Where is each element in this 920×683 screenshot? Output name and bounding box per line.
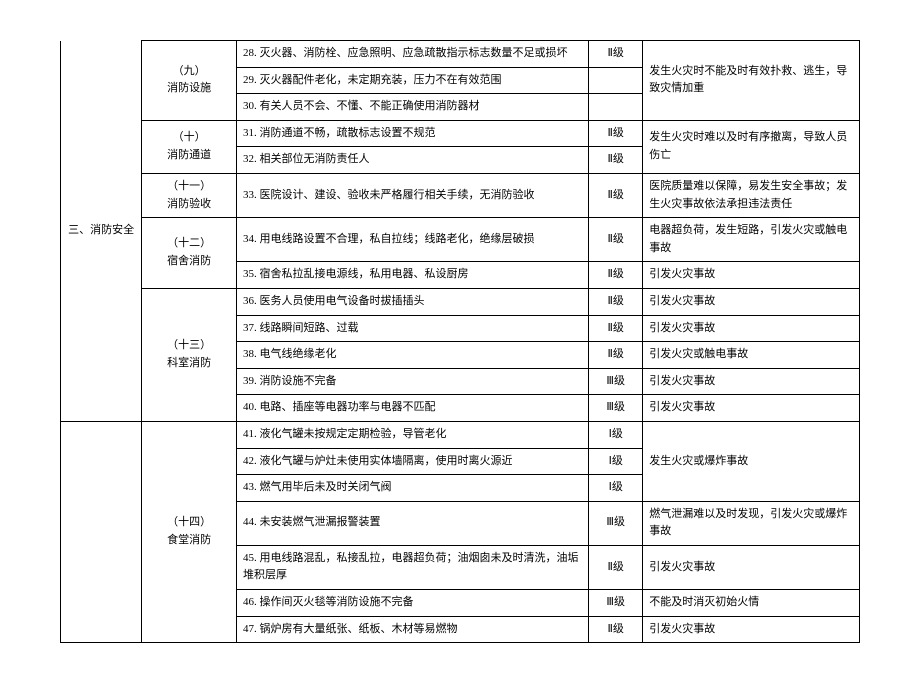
level-cell: Ⅱ级 (589, 288, 643, 315)
level-cell: Ⅱ级 (589, 545, 643, 589)
level-cell: Ⅲ级 (589, 395, 643, 422)
level-cell: Ⅰ级 (589, 475, 643, 502)
group-cell: （十一） 消防验收 (142, 173, 237, 217)
level-cell: Ⅱ级 (589, 147, 643, 174)
level-cell: Ⅲ级 (589, 368, 643, 395)
item-cell: 45. 用电线路混乱，私接乱拉，电器超负荷；油烟囱未及时清洗，油垢堆积层厚 (237, 545, 589, 589)
item-cell: 30. 有关人员不会、不懂、不能正确使用消防器材 (237, 94, 589, 121)
item-cell: 38. 电气线绝缘老化 (237, 342, 589, 369)
level-cell: Ⅱ级 (589, 173, 643, 217)
level-cell: Ⅱ级 (589, 120, 643, 147)
item-cell: 29. 灭火器配件老化，未定期充装，压力不在有效范围 (237, 67, 589, 94)
item-cell: 33. 医院设计、建设、验收未严格履行相关手续，无消防验收 (237, 173, 589, 217)
level-cell: Ⅱ级 (589, 262, 643, 289)
item-cell: 46. 操作间灭火毯等消防设施不完备 (237, 590, 589, 617)
consequence-cell: 发生火灾或爆炸事故 (643, 421, 860, 501)
item-cell: 35. 宿舍私拉乱接电源线，私用电器、私设厨房 (237, 262, 589, 289)
consequence-cell: 引发火灾事故 (643, 545, 860, 589)
item-cell: 34. 用电线路设置不合理，私自拉线；线路老化，绝缘层破损 (237, 218, 589, 262)
item-cell: 44. 未安装燃气泄漏报警装置 (237, 501, 589, 545)
risk-table: 三、消防安全（九） 消防设施28. 灭火器、消防栓、应急照明、应急疏散指示标志数… (60, 40, 860, 643)
item-cell: 31. 消防通道不畅，疏散标志设置不规范 (237, 120, 589, 147)
category-cell (61, 421, 142, 642)
level-cell: Ⅱ级 (589, 315, 643, 342)
item-cell: 43. 燃气用毕后未及时关闭气阀 (237, 475, 589, 502)
group-cell: （十） 消防通道 (142, 120, 237, 173)
level-cell: Ⅱ级 (589, 41, 643, 68)
item-cell: 40. 电路、插座等电器功率与电器不匹配 (237, 395, 589, 422)
level-cell: Ⅱ级 (589, 218, 643, 262)
level-cell: Ⅲ级 (589, 590, 643, 617)
consequence-cell: 引发火灾事故 (643, 368, 860, 395)
group-cell: （十二） 宿舍消防 (142, 218, 237, 289)
group-cell: （十四） 食堂消防 (142, 421, 237, 642)
consequence-cell: 发生火灾时不能及时有效扑救、逃生，导致灾情加重 (643, 41, 860, 121)
item-cell: 39. 消防设施不完备 (237, 368, 589, 395)
consequence-cell: 引发火灾事故 (643, 262, 860, 289)
consequence-cell: 发生火灾时难以及时有序撤离，导致人员伤亡 (643, 120, 860, 173)
consequence-cell: 医院质量难以保障，易发生安全事故；发生火灾事故依法承担违法责任 (643, 173, 860, 217)
consequence-cell: 不能及时消灭初始火情 (643, 590, 860, 617)
consequence-cell: 燃气泄漏难以及时发现，引发火灾或爆炸事故 (643, 501, 860, 545)
level-cell: Ⅱ级 (589, 342, 643, 369)
consequence-cell: 电器超负荷，发生短路，引发火灾或触电事故 (643, 218, 860, 262)
item-cell: 37. 线路瞬间短路、过载 (237, 315, 589, 342)
group-cell: （十三） 科室消防 (142, 288, 237, 421)
level-cell: Ⅰ级 (589, 421, 643, 448)
consequence-cell: 引发火灾或触电事故 (643, 342, 860, 369)
item-cell: 28. 灭火器、消防栓、应急照明、应急疏散指示标志数量不足或损坏 (237, 41, 589, 68)
level-cell (589, 94, 643, 121)
consequence-cell: 引发火灾事故 (643, 315, 860, 342)
level-cell: Ⅰ级 (589, 448, 643, 475)
item-cell: 47. 锅炉房有大量纸张、纸板、木材等易燃物 (237, 616, 589, 643)
consequence-cell: 引发火灾事故 (643, 395, 860, 422)
level-cell (589, 67, 643, 94)
item-cell: 32. 相关部位无消防责任人 (237, 147, 589, 174)
item-cell: 42. 液化气罐与炉灶未使用实体墙隔离，使用时离火源近 (237, 448, 589, 475)
group-cell: （九） 消防设施 (142, 41, 237, 121)
item-cell: 36. 医务人员使用电气设备时拔插插头 (237, 288, 589, 315)
level-cell: Ⅱ级 (589, 616, 643, 643)
item-cell: 41. 液化气罐未按规定定期检验，导管老化 (237, 421, 589, 448)
consequence-cell: 引发火灾事故 (643, 616, 860, 643)
category-cell: 三、消防安全 (61, 41, 142, 422)
level-cell: Ⅲ级 (589, 501, 643, 545)
consequence-cell: 引发火灾事故 (643, 288, 860, 315)
